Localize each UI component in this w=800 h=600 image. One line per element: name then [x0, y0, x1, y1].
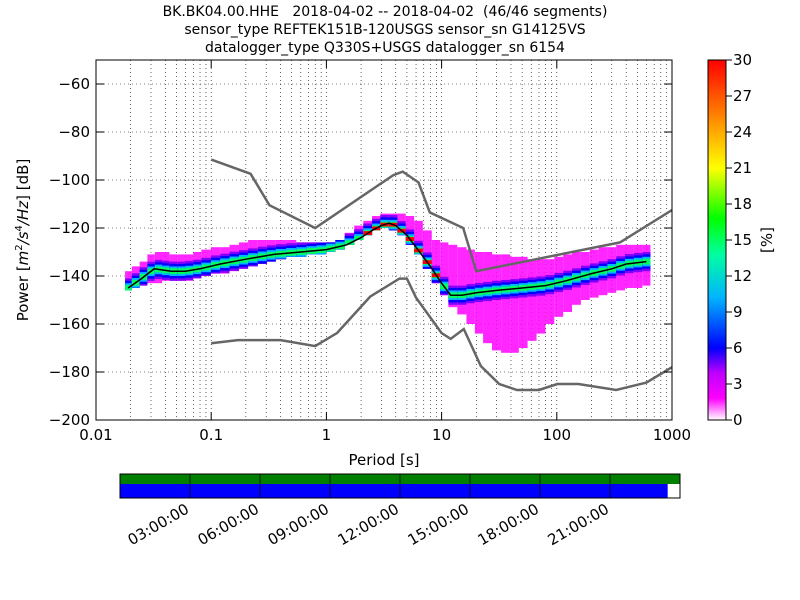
- colorbar-tick-label: 15: [733, 231, 752, 249]
- x-tick-label: 0.1: [199, 426, 223, 444]
- y-axis-ticks: −200 −180 −160 −140 −120 −100 −80 −60: [49, 75, 672, 429]
- colorbar-tick-label: 30: [733, 51, 752, 69]
- colorbar-tick-label: 18: [733, 195, 752, 213]
- coverage-tick-label: 09:00:00: [265, 500, 332, 549]
- colorbar-label: [%]: [758, 227, 776, 253]
- colorbar-tick-label: 24: [733, 123, 752, 141]
- y-tick-label: −200: [49, 411, 90, 429]
- heatmap-column: [457, 247, 467, 315]
- coverage-tick-label: 06:00:00: [195, 500, 262, 549]
- x-tick-label: 10: [432, 426, 451, 444]
- heatmap-column: [448, 244, 458, 308]
- y-tick-label: −140: [49, 267, 90, 285]
- heatmap-column: [492, 254, 502, 351]
- x-tick-label: 1: [322, 426, 332, 444]
- x-tick-label: 100: [542, 426, 571, 444]
- colorbar-ticks: 0 3 6 9 12 15 18 21 24 27 30: [726, 51, 752, 429]
- colorbar-tick-label: 0: [733, 411, 743, 429]
- x-tick-label: 0.01: [79, 426, 112, 444]
- heatmap-column: [527, 259, 537, 341]
- y-tick-label: −80: [58, 123, 90, 141]
- chart-title-line-2: sensor_type REFTEK151B-120USGS sensor_sn…: [184, 22, 586, 38]
- x-axis-label: Period [s]: [348, 451, 419, 469]
- coverage-tick-label: 21:00:00: [545, 500, 612, 549]
- colorbar-tick-label: 21: [733, 159, 752, 177]
- coverage-tick-label: 12:00:00: [335, 500, 402, 549]
- heatmap-core-band: [344, 240, 355, 245]
- heatmap-column: [440, 242, 449, 296]
- chart-title-line-1: BK.BK04.00.HHE 2018-04-02 -- 2018-04-02 …: [162, 4, 608, 20]
- colorbar-tick-label: 9: [733, 303, 743, 321]
- y-tick-label: −160: [49, 315, 90, 333]
- plot-frame: [95, 59, 673, 421]
- chart-title-line-3: datalogger_type Q330S+USGS datalogger_sn…: [205, 40, 565, 56]
- heatmap-core-band: [642, 258, 651, 265]
- x-tick-label: 1000: [653, 426, 691, 444]
- colorbar-tick-label: 6: [733, 339, 743, 357]
- y-tick-label: −100: [49, 171, 90, 189]
- heatmap-column: [431, 240, 441, 284]
- heatmap-column: [414, 220, 423, 255]
- mode-line: [127, 222, 647, 296]
- colorbar-tick-label: 3: [733, 375, 743, 393]
- heatmap-column: [518, 256, 528, 348]
- y-tick-label: −120: [49, 219, 90, 237]
- heatmap-column: [501, 254, 511, 353]
- heatmap-column: [536, 259, 546, 334]
- coverage-tick-label: 03:00:00: [125, 500, 192, 549]
- x-axis-ticks: 0.01 0.1 1 10 100 1000: [79, 60, 691, 444]
- colorbar: [707, 59, 727, 421]
- plot-area: [96, 60, 672, 420]
- colorbar-tick-label: 12: [733, 267, 752, 285]
- y-tick-label: −180: [49, 363, 90, 381]
- heatmap-column: [510, 256, 519, 353]
- coverage-data-bar: [120, 484, 668, 498]
- colorbar-tick-label: 27: [733, 87, 752, 105]
- nhnm-noise-model-line: [210, 158, 672, 273]
- heatmap-column: [422, 230, 432, 269]
- nlnm-noise-model-line: [211, 277, 672, 392]
- coverage-tick-label: 18:00:00: [475, 500, 542, 549]
- y-axis-label: Power [m2/s4/Hz] [dB]: [14, 159, 32, 322]
- coverage-tick-label: 15:00:00: [405, 500, 472, 549]
- y-tick-label: −60: [58, 75, 90, 93]
